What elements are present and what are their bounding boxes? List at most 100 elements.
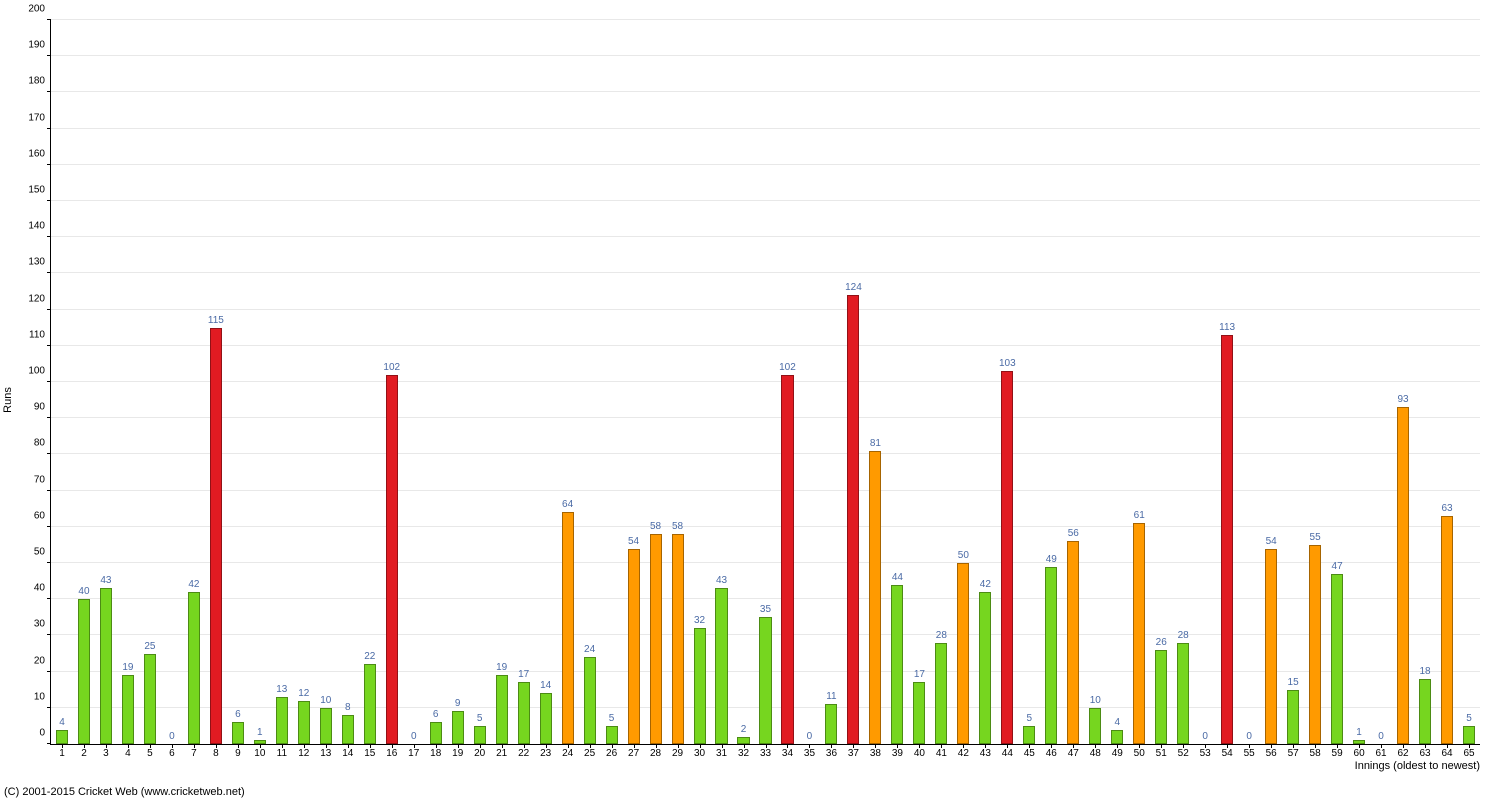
- xtick-label: 28: [650, 748, 661, 759]
- bar-value-label: 50: [958, 550, 969, 561]
- bar-fill: [715, 588, 727, 744]
- bar: 9: [452, 711, 464, 744]
- bar-fill: [694, 628, 706, 744]
- xtick-label: 1: [59, 748, 65, 759]
- bar: 42: [188, 592, 200, 744]
- ytick-label: 100: [28, 366, 45, 377]
- bar-value-label: 5: [1466, 713, 1472, 724]
- bar-fill: [584, 657, 596, 744]
- xtick-label: 44: [1002, 748, 1013, 759]
- ytick-label: 170: [28, 112, 45, 123]
- bar: 47: [1331, 574, 1343, 744]
- xtick-label: 59: [1332, 748, 1343, 759]
- bar: 35: [759, 617, 771, 744]
- bar: 124: [847, 295, 859, 744]
- bar-fill: [759, 617, 771, 744]
- bar: 115: [210, 328, 222, 744]
- bar-value-label: 13: [276, 684, 287, 695]
- xtick-label: 7: [191, 748, 197, 759]
- bar-value-label: 102: [779, 362, 796, 373]
- ytick-label: 140: [28, 221, 45, 232]
- ytick-label: 130: [28, 257, 45, 268]
- bar: 4: [56, 730, 68, 744]
- bar-value-label: 113: [1219, 322, 1235, 333]
- ytick-label: 110: [29, 329, 45, 340]
- xtick-label: 34: [782, 748, 793, 759]
- bar-fill: [935, 643, 947, 744]
- xtick-label: 35: [804, 748, 815, 759]
- bar: 8: [342, 715, 354, 744]
- xtick-label: 24: [562, 748, 573, 759]
- bar-fill: [430, 722, 442, 744]
- bar-fill: [474, 726, 486, 744]
- bar-value-label: 12: [298, 688, 309, 699]
- bar-value-label: 5: [1027, 713, 1033, 724]
- bar-value-label: 14: [540, 680, 551, 691]
- xtick-label: 65: [1463, 748, 1474, 759]
- bar-value-label: 10: [320, 695, 331, 706]
- bar-value-label: 1: [257, 727, 263, 738]
- xtick-label: 16: [386, 748, 397, 759]
- ytick-label: 160: [28, 148, 45, 159]
- bar-fill: [825, 704, 837, 744]
- bar-value-label: 0: [169, 731, 175, 742]
- bar: 63: [1441, 516, 1453, 744]
- bar: 18: [1419, 679, 1431, 744]
- bar-fill: [320, 708, 332, 744]
- xtick-label: 32: [738, 748, 749, 759]
- bar-value-label: 0: [1246, 731, 1252, 742]
- bar: 25: [144, 654, 156, 745]
- bar: 5: [606, 726, 618, 744]
- bar-fill: [913, 682, 925, 744]
- bar: 64: [562, 512, 574, 744]
- xtick-label: 11: [277, 748, 287, 759]
- ytick-label: 120: [28, 293, 45, 304]
- xtick-label: 62: [1397, 748, 1408, 759]
- xtick-label: 12: [298, 748, 309, 759]
- xtick-label: 2: [81, 748, 87, 759]
- bar: 40: [78, 599, 90, 744]
- bar: 10: [1089, 708, 1101, 744]
- bar: 17: [518, 682, 530, 744]
- bar-value-label: 58: [672, 521, 683, 532]
- bar: 56: [1067, 541, 1079, 744]
- xtick-label: 61: [1376, 748, 1387, 759]
- bar-value-label: 9: [455, 698, 461, 709]
- xtick-label: 63: [1419, 748, 1430, 759]
- bar: 2: [737, 737, 749, 744]
- bar-value-label: 40: [78, 586, 89, 597]
- bar-value-label: 22: [364, 651, 375, 662]
- plot-area: 0102030405060708090100110120130140150160…: [50, 20, 1480, 745]
- bar-value-label: 4: [59, 717, 65, 728]
- xtick-label: 37: [848, 748, 859, 759]
- ytick-label: 200: [28, 4, 45, 15]
- bar-value-label: 6: [235, 709, 241, 720]
- bar-value-label: 19: [496, 662, 507, 673]
- bar: 58: [672, 534, 684, 744]
- bar: 19: [496, 675, 508, 744]
- bar-fill: [144, 654, 156, 745]
- bar-fill: [979, 592, 991, 744]
- bar-fill: [122, 675, 134, 744]
- bar: 50: [957, 563, 969, 744]
- xtick-label: 10: [254, 748, 265, 759]
- bar-fill: [364, 664, 376, 744]
- ytick-label: 60: [34, 510, 45, 521]
- xtick-label: 6: [169, 748, 175, 759]
- bar: 4: [1111, 730, 1123, 744]
- bar-value-label: 58: [650, 521, 661, 532]
- bar-fill: [1265, 549, 1277, 744]
- bar-value-label: 0: [411, 731, 417, 742]
- bar-fill: [1441, 516, 1453, 744]
- bar-fill: [1023, 726, 1035, 744]
- bar-value-label: 17: [914, 669, 925, 680]
- xtick-label: 29: [672, 748, 683, 759]
- bar-value-label: 32: [694, 615, 705, 626]
- bar: 103: [1001, 371, 1013, 744]
- bar-value-label: 93: [1397, 394, 1408, 405]
- ytick-label: 50: [34, 547, 45, 558]
- xtick-label: 13: [320, 748, 331, 759]
- ytick-label: 10: [34, 691, 45, 702]
- bar-fill: [452, 711, 464, 744]
- xtick-label: 8: [213, 748, 219, 759]
